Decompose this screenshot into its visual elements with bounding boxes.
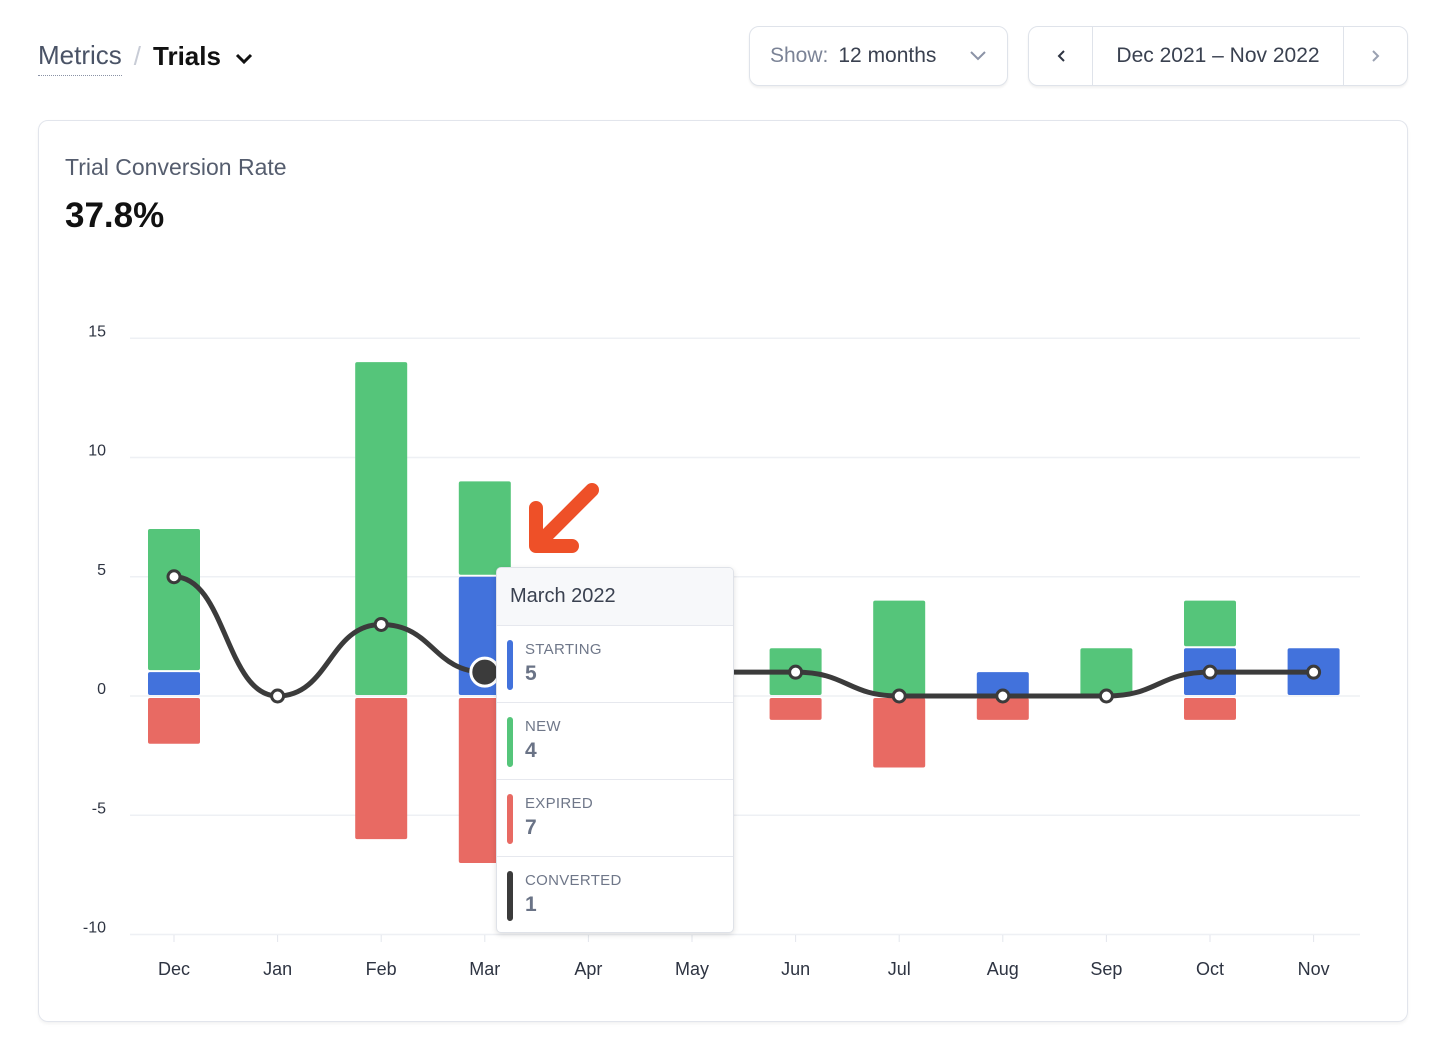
x-tick-label: Nov <box>1298 959 1330 979</box>
chart-card <box>38 120 1408 1022</box>
x-tick-label: Apr <box>574 959 602 979</box>
y-tick-label: -5 <box>92 800 106 817</box>
x-tick-label: Feb <box>366 959 397 979</box>
chart-tooltip: March 2022 STARTING 5 NEW 4 EXPIRED 7 CONVE… <box>496 567 734 933</box>
chart-title: Trial Conversion Rate <box>65 154 287 180</box>
show-label: Show: <box>770 44 829 67</box>
show-period-select[interactable]: Show: 12 months <box>749 26 1008 86</box>
x-tick-label: May <box>675 959 709 979</box>
tooltip-row-expired: EXPIRED 7 <box>497 780 733 857</box>
bar-new <box>873 600 926 695</box>
new-swatch <box>507 717 513 767</box>
bar-new <box>1184 600 1236 647</box>
bar-new <box>458 481 511 575</box>
bar-expired <box>873 698 926 768</box>
bar-expired <box>1184 698 1236 720</box>
converted-point <box>891 688 907 704</box>
bar-new <box>148 529 200 671</box>
x-tick-label: Jan <box>263 959 292 979</box>
tooltip-value: 4 <box>525 739 537 762</box>
converted-point <box>1306 664 1322 680</box>
y-tick-label: 10 <box>88 443 106 460</box>
tooltip-label: EXPIRED <box>525 795 593 812</box>
date-range-picker: Dec 2021 – Nov 2022 <box>1028 26 1408 86</box>
bar-expired <box>355 698 408 840</box>
tooltip-row-new: NEW 4 <box>497 703 733 780</box>
converted-point <box>788 664 804 680</box>
date-range-label[interactable]: Dec 2021 – Nov 2022 <box>1092 27 1344 85</box>
bar-new <box>1080 648 1133 695</box>
y-tick-label: 0 <box>97 681 106 698</box>
conversion-rate-value: 37.8% <box>65 196 165 235</box>
annotation-arrow-icon <box>529 483 599 553</box>
converted-swatch <box>507 871 513 921</box>
starting-swatch <box>507 640 513 690</box>
bar-starting <box>976 672 1029 695</box>
tooltip-row-converted: CONVERTED 1 <box>497 857 733 932</box>
x-tick-label: Oct <box>1196 959 1224 979</box>
next-range-button[interactable] <box>1344 27 1407 85</box>
x-tick-label: Dec <box>158 959 190 979</box>
converted-line <box>173 574 1314 699</box>
bar-new <box>355 362 408 695</box>
tooltip-label: CONVERTED <box>525 872 622 889</box>
tooltip-value: 7 <box>525 816 537 839</box>
converted-point <box>1098 688 1114 704</box>
tooltip-label: NEW <box>525 718 561 735</box>
tooltip-row-starting: STARTING 5 <box>497 626 733 703</box>
converted-point <box>1202 664 1218 680</box>
converted-point <box>270 688 286 704</box>
tooltip-label: STARTING <box>525 641 602 658</box>
converted-point <box>166 569 182 585</box>
chevron-down-icon <box>969 44 987 68</box>
expired-swatch <box>507 794 513 844</box>
y-tick-label: -10 <box>83 920 106 937</box>
tooltip-title: March 2022 <box>497 568 733 626</box>
chevron-left-icon <box>1057 50 1065 62</box>
x-tick-label: Mar <box>469 959 500 979</box>
chevron-right-icon <box>1371 50 1379 62</box>
x-tick-label: Jul <box>888 959 911 979</box>
bar-expired <box>769 698 822 720</box>
y-tick-label: 15 <box>88 323 106 340</box>
breadcrumb-metrics-link[interactable]: Metrics <box>38 40 122 76</box>
converted-point <box>373 616 389 632</box>
bar-starting <box>148 672 200 695</box>
x-tick-label: Sep <box>1090 959 1122 979</box>
converted-point-active <box>469 656 501 688</box>
show-value: 12 months <box>838 44 937 67</box>
x-tick-label: Jun <box>781 959 810 979</box>
bar-expired <box>148 698 200 744</box>
x-tick-label: Aug <box>987 959 1019 979</box>
tooltip-value: 1 <box>525 893 537 916</box>
previous-range-button[interactable] <box>1029 27 1092 85</box>
tooltip-value: 5 <box>525 662 537 685</box>
breadcrumb-separator: / <box>133 40 142 71</box>
y-tick-label: 5 <box>97 562 106 579</box>
chevron-down-icon[interactable] <box>235 41 253 76</box>
converted-point <box>995 688 1011 704</box>
breadcrumb: Metrics / Trials <box>38 40 253 76</box>
breadcrumb-current[interactable]: Trials <box>153 40 221 71</box>
bar-expired <box>976 698 1029 720</box>
